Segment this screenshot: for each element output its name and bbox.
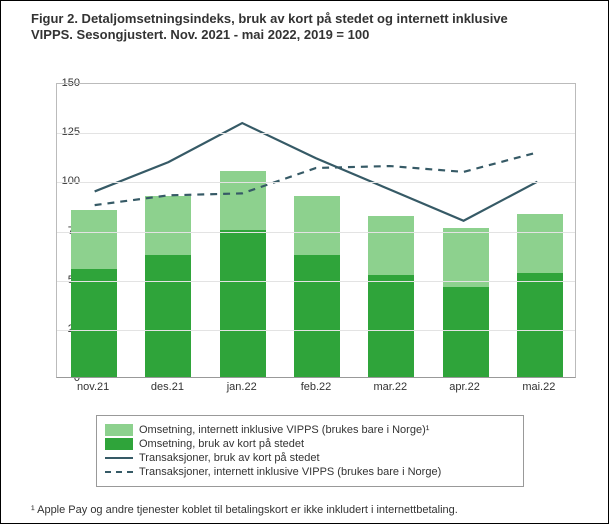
gridline (57, 330, 575, 331)
plot-area (56, 83, 576, 378)
lines-layer (57, 84, 575, 377)
gridline (57, 133, 575, 134)
legend-swatch (105, 438, 133, 450)
legend-label: Omsetning, internett inklusive VIPPS (br… (139, 424, 429, 436)
line-solid (95, 123, 538, 221)
x-tick-label: nov.21 (77, 381, 109, 393)
title-line2: VIPPS. Sesongjustert. Nov. 2021 - mai 20… (31, 27, 578, 43)
legend-label: Omsetning, bruk av kort på stedet (139, 438, 304, 450)
x-tick-label: jan.22 (227, 381, 257, 393)
legend-line-swatch (105, 457, 133, 459)
x-tick-label: mai.22 (522, 381, 555, 393)
legend-item: Transaksjoner, bruk av kort på stedet (105, 452, 515, 464)
legend-label: Transaksjoner, internett inklusive VIPPS… (139, 466, 441, 478)
line-dashed (95, 152, 538, 205)
x-tick-label: mar.22 (373, 381, 407, 393)
chart-frame: Figur 2. Detaljomsetningsindeks, bruk av… (0, 0, 609, 524)
legend-item: Transaksjoner, internett inklusive VIPPS… (105, 466, 515, 478)
legend-label: Transaksjoner, bruk av kort på stedet (139, 452, 320, 464)
legend-item: Omsetning, bruk av kort på stedet (105, 438, 515, 450)
gridline (57, 232, 575, 233)
legend-item: Omsetning, internett inklusive VIPPS (br… (105, 424, 515, 436)
footnote: ¹ Apple Pay og andre tjenester koblet ti… (31, 504, 578, 517)
gridline (57, 281, 575, 282)
legend: Omsetning, internett inklusive VIPPS (br… (96, 415, 524, 487)
legend-line-swatch (105, 471, 133, 473)
x-tick-label: feb.22 (301, 381, 332, 393)
legend-swatch (105, 424, 133, 436)
title-line1: Figur 2. Detaljomsetningsindeks, bruk av… (31, 11, 578, 27)
gridline (57, 182, 575, 183)
x-tick-label: des.21 (151, 381, 184, 393)
chart-title: Figur 2. Detaljomsetningsindeks, bruk av… (31, 11, 578, 44)
x-tick-label: apr.22 (449, 381, 480, 393)
